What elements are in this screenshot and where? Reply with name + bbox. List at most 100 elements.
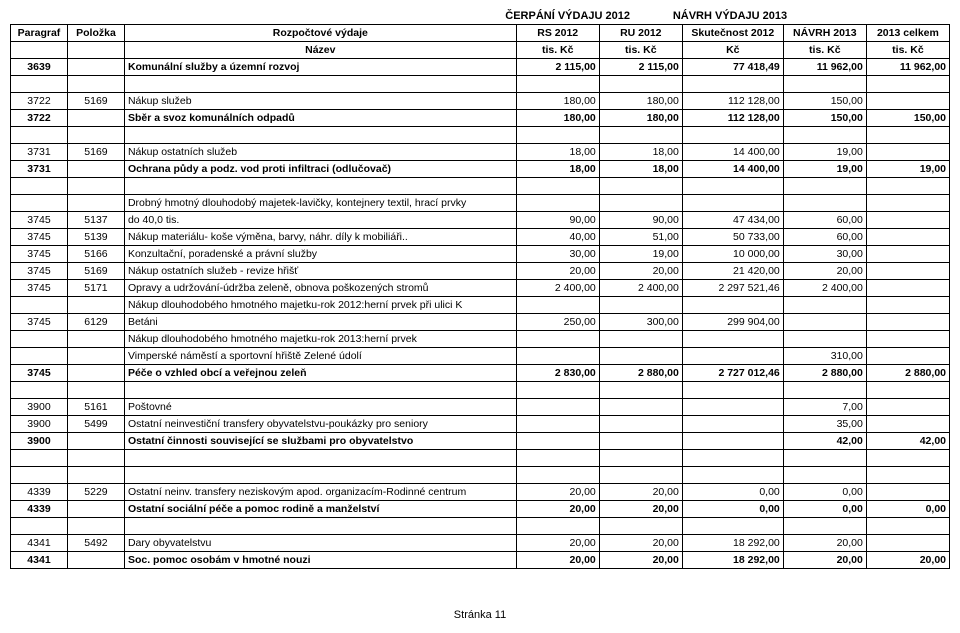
table-cell: 18 292,00 — [682, 552, 783, 569]
table-cell — [682, 348, 783, 365]
table-cell: 5166 — [67, 246, 124, 263]
th-skut2012: Skutečnost 2012 — [682, 25, 783, 42]
empty-cell — [124, 76, 516, 93]
empty-cell — [783, 518, 866, 535]
table-cell: 3745 — [11, 246, 68, 263]
table-cell: Vimperské náměstí a sportovní hřiště Zel… — [124, 348, 516, 365]
table-row — [11, 518, 950, 535]
table-cell — [11, 331, 68, 348]
table-cell: 19,00 — [783, 144, 866, 161]
table-cell: 30,00 — [516, 246, 599, 263]
table-cell: 180,00 — [599, 93, 682, 110]
table-cell — [866, 229, 949, 246]
table-cell: 20,00 — [516, 501, 599, 518]
table-cell: 77 418,49 — [682, 59, 783, 76]
table-row: 37315169Nákup ostatních služeb18,0018,00… — [11, 144, 950, 161]
th-polozka: Položka — [67, 25, 124, 42]
th2-polozka — [67, 42, 124, 59]
table-cell: 35,00 — [783, 416, 866, 433]
empty-cell — [682, 382, 783, 399]
empty-cell — [516, 76, 599, 93]
table-cell: 5169 — [67, 144, 124, 161]
empty-cell — [682, 450, 783, 467]
table-header: Paragraf Položka Rozpočtové výdaje RS 20… — [11, 25, 950, 59]
table-cell: 5499 — [67, 416, 124, 433]
table-cell — [67, 348, 124, 365]
table-cell: 3900 — [11, 433, 68, 450]
table-row: 37456129Betáni250,00300,00299 904,00 — [11, 314, 950, 331]
table-row — [11, 178, 950, 195]
empty-cell — [599, 127, 682, 144]
table-cell: 7,00 — [783, 399, 866, 416]
table-cell: 20,00 — [783, 535, 866, 552]
table-cell: 0,00 — [682, 484, 783, 501]
table-cell: Komunální služby a územní rozvoj — [124, 59, 516, 76]
table-cell — [67, 59, 124, 76]
table-cell: 5169 — [67, 93, 124, 110]
table-row: Vimperské náměstí a sportovní hřiště Zel… — [11, 348, 950, 365]
table-cell: 14 400,00 — [682, 161, 783, 178]
table-cell: 3745 — [11, 229, 68, 246]
empty-cell — [866, 76, 949, 93]
table-cell: 3745 — [11, 365, 68, 382]
empty-cell — [124, 127, 516, 144]
table-row: 39005499Ostatní neinvestiční transfery o… — [11, 416, 950, 433]
table-row — [11, 127, 950, 144]
table-cell: 14 400,00 — [682, 144, 783, 161]
empty-cell — [67, 76, 124, 93]
table-cell: Ostatní činnosti související se službami… — [124, 433, 516, 450]
empty-cell — [67, 178, 124, 195]
table-cell: Nákup materiálu- koše výměna, barvy, náh… — [124, 229, 516, 246]
table-cell — [866, 246, 949, 263]
budget-table: Paragraf Položka Rozpočtové výdaje RS 20… — [10, 24, 950, 569]
table-cell: 150,00 — [783, 110, 866, 127]
table-cell: 19,00 — [599, 246, 682, 263]
table-cell: 50 733,00 — [682, 229, 783, 246]
table-cell: Ostatní sociální péče a pomoc rodině a m… — [124, 501, 516, 518]
table-cell: 0,00 — [783, 484, 866, 501]
table-row: 43415492Dary obyvatelstvu20,0020,0018 29… — [11, 535, 950, 552]
table-row: 3722Sběr a svoz komunálních odpadů180,00… — [11, 110, 950, 127]
table-cell: 11 962,00 — [866, 59, 949, 76]
table-cell: 0,00 — [866, 501, 949, 518]
empty-cell — [11, 127, 68, 144]
table-cell: 180,00 — [599, 110, 682, 127]
table-cell — [599, 433, 682, 450]
table-cell: 60,00 — [783, 229, 866, 246]
empty-cell — [783, 450, 866, 467]
table-row: Nákup dlouhodobého hmotného majetku-rok … — [11, 331, 950, 348]
table-row: 37225169Nákup služeb180,00180,00112 128,… — [11, 93, 950, 110]
table-cell: Nákup dlouhodobého hmotného majetku-rok … — [124, 331, 516, 348]
table-cell — [866, 416, 949, 433]
empty-cell — [783, 467, 866, 484]
table-cell: 4341 — [11, 535, 68, 552]
table-cell: 90,00 — [516, 212, 599, 229]
table-cell: 0,00 — [682, 501, 783, 518]
table-cell: 20,00 — [783, 552, 866, 569]
table-cell — [783, 195, 866, 212]
table-cell: 310,00 — [783, 348, 866, 365]
table-cell: Ostatní neinvestiční transfery obyvatels… — [124, 416, 516, 433]
table-cell: 19,00 — [783, 161, 866, 178]
table-cell: 18,00 — [599, 144, 682, 161]
empty-cell — [599, 450, 682, 467]
table-cell: 150,00 — [783, 93, 866, 110]
empty-cell — [124, 467, 516, 484]
table-cell: Dary obyvatelstvu — [124, 535, 516, 552]
empty-cell — [11, 450, 68, 467]
table-row: 3900 Ostatní činnosti související se služ… — [11, 433, 950, 450]
empty-cell — [682, 76, 783, 93]
empty-cell — [67, 518, 124, 535]
table-cell: 20,00 — [516, 263, 599, 280]
table-cell: Drobný hmotný dlouhodobý majetek-lavičky… — [124, 195, 516, 212]
table-cell — [67, 433, 124, 450]
empty-cell — [11, 467, 68, 484]
table-row: 43395229Ostatní neinv. transfery nezisko… — [11, 484, 950, 501]
table-cell: 4339 — [11, 484, 68, 501]
table-cell — [682, 399, 783, 416]
table-cell — [67, 365, 124, 382]
table-cell: 18,00 — [599, 161, 682, 178]
empty-cell — [516, 178, 599, 195]
empty-cell — [783, 382, 866, 399]
table-cell — [516, 331, 599, 348]
